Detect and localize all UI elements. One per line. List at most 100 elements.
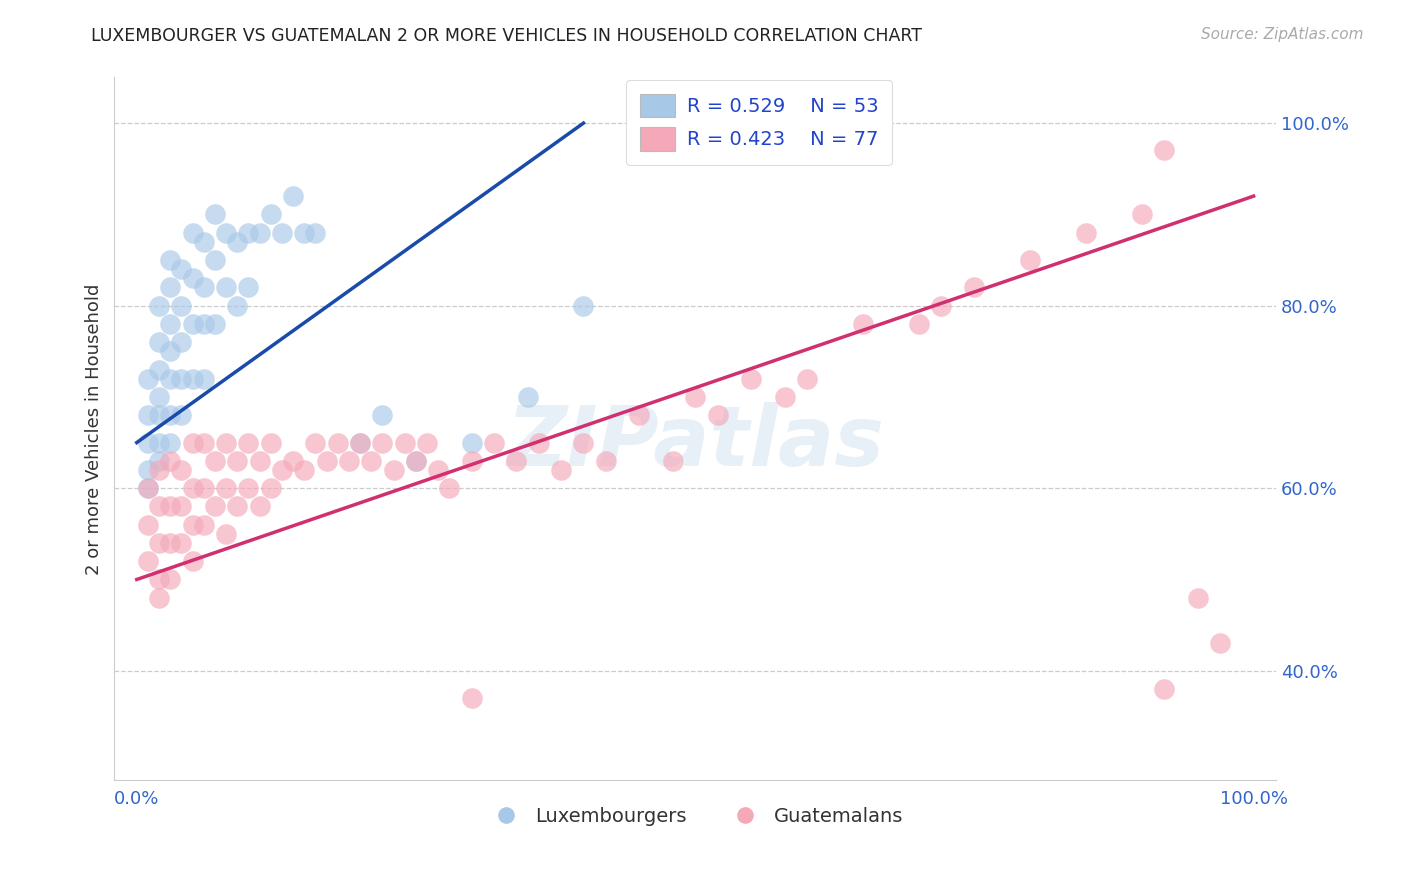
Point [215,435,238,450]
Point [159,454,181,468]
Point [193,372,215,386]
Legend: Luxembourgers, Guatemalans: Luxembourgers, Guatemalans [479,799,911,834]
Point [281,189,304,203]
Point [505,454,527,468]
Point [249,226,271,240]
Point [1209,636,1232,650]
Point [662,454,685,468]
Point [148,463,170,477]
Point [159,280,181,294]
Point [249,500,271,514]
Point [226,235,249,249]
Point [304,226,326,240]
Point [181,481,204,495]
Point [1153,144,1175,158]
Point [193,280,215,294]
Point [315,454,337,468]
Point [193,517,215,532]
Point [148,362,170,376]
Point [963,280,986,294]
Point [292,463,315,477]
Point [595,454,617,468]
Point [136,463,159,477]
Point [148,299,170,313]
Point [304,435,326,450]
Point [349,435,371,450]
Point [405,454,427,468]
Point [271,463,294,477]
Point [181,517,204,532]
Point [852,317,875,331]
Point [170,372,193,386]
Point [1074,226,1097,240]
Point [136,408,159,422]
Point [292,226,315,240]
Point [170,500,193,514]
Point [461,691,484,706]
Point [238,435,260,450]
Point [136,372,159,386]
Point [572,435,595,450]
Point [907,317,929,331]
Point [204,500,226,514]
Point [260,435,283,450]
Point [394,435,416,450]
Point [281,454,304,468]
Point [238,226,260,240]
Point [170,536,193,550]
Point [929,299,952,313]
Point [148,573,170,587]
Point [773,390,796,404]
Point [181,317,204,331]
Point [260,207,283,221]
Point [238,481,260,495]
Point [136,517,159,532]
Point [181,226,204,240]
Point [226,299,249,313]
Point [461,454,484,468]
Point [159,344,181,359]
Point [159,408,181,422]
Point [238,280,260,294]
Point [170,262,193,277]
Point [416,435,439,450]
Point [204,207,226,221]
Point [405,454,427,468]
Point [148,390,170,404]
Point [204,454,226,468]
Point [193,317,215,331]
Y-axis label: 2 or more Vehicles in Household: 2 or more Vehicles in Household [86,283,103,574]
Point [249,454,271,468]
Point [527,435,550,450]
Point [215,280,238,294]
Point [482,435,505,450]
Point [148,435,170,450]
Point [371,408,394,422]
Text: Source: ZipAtlas.com: Source: ZipAtlas.com [1201,27,1364,42]
Point [159,252,181,267]
Point [1153,681,1175,696]
Point [193,235,215,249]
Point [148,500,170,514]
Point [628,408,651,422]
Point [148,454,170,468]
Point [461,435,484,450]
Point [170,463,193,477]
Point [170,335,193,350]
Point [148,591,170,605]
Point [148,408,170,422]
Point [181,271,204,285]
Point [204,252,226,267]
Point [796,372,818,386]
Point [159,435,181,450]
Point [170,408,193,422]
Point [181,435,204,450]
Point [1130,207,1153,221]
Point [260,481,283,495]
Point [136,481,159,495]
Point [360,454,382,468]
Point [706,408,728,422]
Point [326,435,349,450]
Point [683,390,706,404]
Text: ZIPatlas: ZIPatlas [506,402,884,483]
